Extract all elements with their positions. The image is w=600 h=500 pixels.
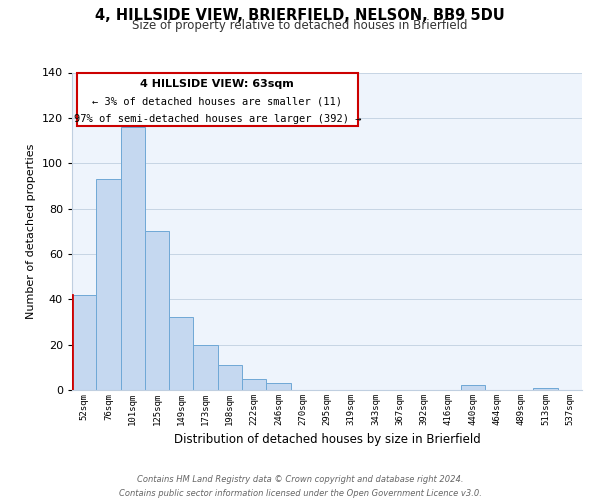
Text: Contains HM Land Registry data © Crown copyright and database right 2024.
Contai: Contains HM Land Registry data © Crown c… xyxy=(119,476,481,498)
Bar xyxy=(193,344,218,390)
Bar xyxy=(169,318,193,390)
Bar xyxy=(96,179,121,390)
Bar xyxy=(145,231,169,390)
Y-axis label: Number of detached properties: Number of detached properties xyxy=(26,144,36,319)
Bar xyxy=(533,388,558,390)
Text: Size of property relative to detached houses in Brierfield: Size of property relative to detached ho… xyxy=(132,18,468,32)
Text: 97% of semi-detached houses are larger (392) →: 97% of semi-detached houses are larger (… xyxy=(74,114,361,124)
Bar xyxy=(266,383,290,390)
Bar xyxy=(121,127,145,390)
Bar xyxy=(461,386,485,390)
Bar xyxy=(72,294,96,390)
FancyBboxPatch shape xyxy=(77,72,358,126)
Bar xyxy=(242,378,266,390)
Text: 4 HILLSIDE VIEW: 63sqm: 4 HILLSIDE VIEW: 63sqm xyxy=(140,79,294,89)
Text: 4, HILLSIDE VIEW, BRIERFIELD, NELSON, BB9 5DU: 4, HILLSIDE VIEW, BRIERFIELD, NELSON, BB… xyxy=(95,8,505,22)
Bar xyxy=(218,365,242,390)
Text: ← 3% of detached houses are smaller (11): ← 3% of detached houses are smaller (11) xyxy=(92,96,343,106)
X-axis label: Distribution of detached houses by size in Brierfield: Distribution of detached houses by size … xyxy=(173,434,481,446)
